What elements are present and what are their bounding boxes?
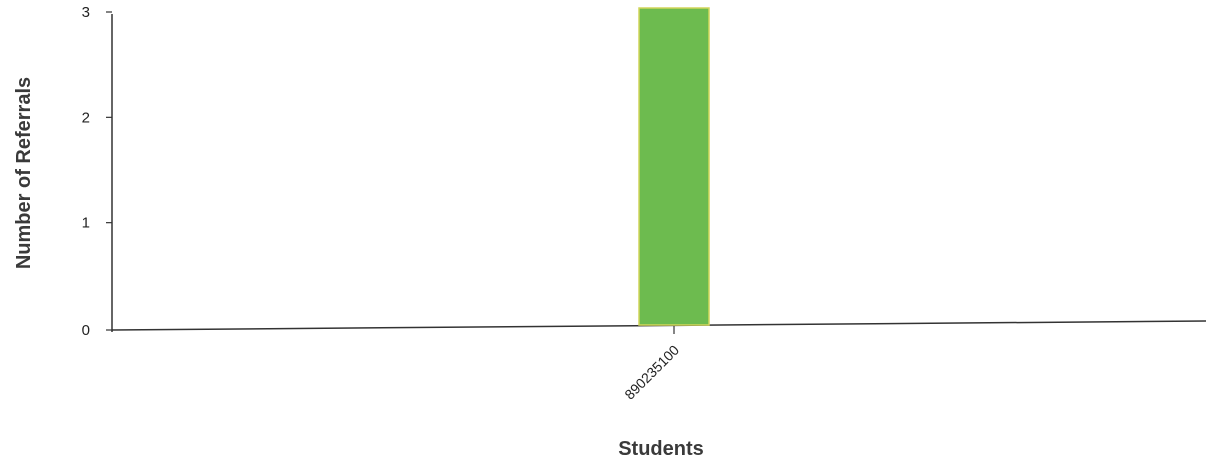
y-tick-label: 3 (82, 4, 90, 21)
bar (638, 7, 710, 326)
x-ticks: 890235100 (621, 325, 682, 403)
y-tick-label: 2 (82, 109, 90, 126)
x-axis: 890235100 (111, 320, 1206, 403)
x-tick-label: 890235100 (621, 342, 682, 403)
y-tick-label: 0 (82, 322, 90, 339)
y-ticks: 0 1 2 3 (82, 4, 112, 339)
bar-series (638, 7, 710, 326)
x-axis-title: Students (618, 438, 704, 460)
y-axis-title: Number of Referrals (13, 77, 35, 269)
y-axis: 0 1 2 3 (82, 4, 113, 339)
y-tick-label: 1 (82, 215, 90, 232)
